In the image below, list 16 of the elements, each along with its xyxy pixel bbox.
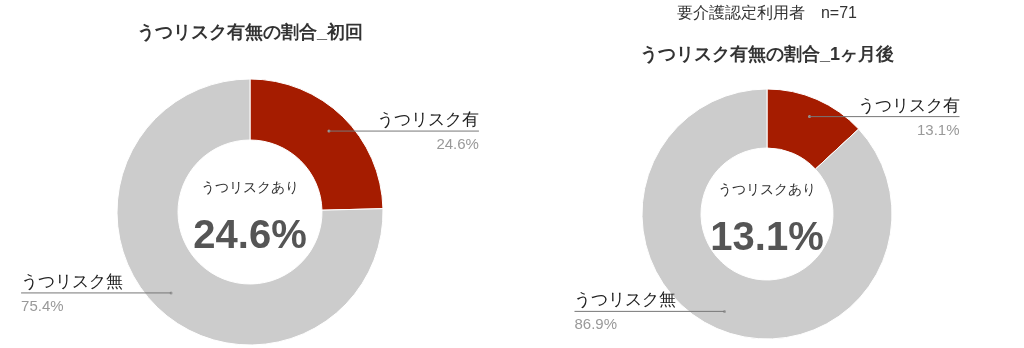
slice-label: うつリスク無 [21,271,124,291]
data-label: 75.4% [21,296,64,314]
chart-title: うつリスク有無の割合_初回 [136,22,364,42]
donut-slice [641,88,893,340]
slice-label: うつリスク有 [857,95,960,115]
slice-label: うつリスク有 [376,110,479,130]
text: うつリスクあり [718,181,816,197]
text: 13.1% [710,214,824,258]
chart-subtitle: 要介護認定利用者 n=71 [676,4,858,21]
slice-label: うつリスク無 [574,290,677,310]
text: うつリスクあり [201,179,299,195]
data-label: 86.9% [574,315,618,333]
data-label: 13.1% [916,120,960,138]
text: 24.6% [193,212,307,256]
data-label: 24.6% [436,135,479,153]
chart-title: うつリスク有無の割合_1ヶ月後 [639,44,895,64]
